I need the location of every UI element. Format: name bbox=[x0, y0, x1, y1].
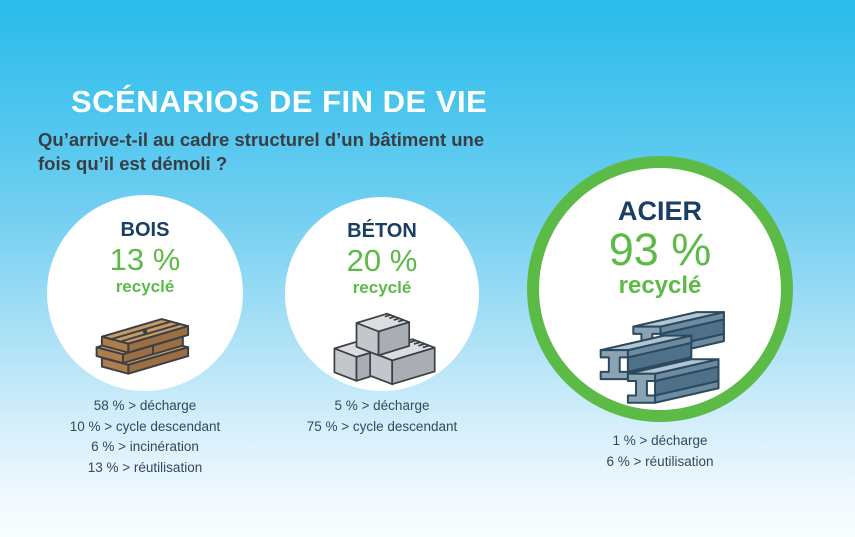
breakdown-line: 58 % > décharge bbox=[93, 398, 197, 413]
page-subtitle: Qu’arrive-t-il au cadre structurel d’un … bbox=[38, 128, 484, 176]
breakdown-line: 6 % > réutilisation bbox=[606, 453, 714, 469]
material-recycled-label: recyclé bbox=[115, 277, 175, 296]
breakdown-bois: 58 % > décharge 10 % > cycle descendant … bbox=[25, 396, 265, 478]
breakdown-line: 13 % > réutilisation bbox=[87, 459, 203, 475]
breakdown-line: 6 % > incinération bbox=[91, 439, 199, 454]
material-card-beton: BÉTON 20 % recyclé bbox=[285, 197, 479, 391]
material-recycled-percent: 13 % bbox=[109, 242, 181, 277]
material-recycled-label: recyclé bbox=[352, 278, 412, 297]
subtitle-line-1: Qu’arrive-t-il au cadre structurel d’un … bbox=[38, 129, 485, 150]
breakdown-beton: 5 % > décharge 75 % > cycle descendant bbox=[262, 396, 502, 437]
page-title: SCÉNARIOS DE FIN DE VIE bbox=[71, 84, 488, 119]
breakdown-line: 1 % > décharge bbox=[612, 433, 708, 448]
breakdown-line: 75 % > cycle descendant bbox=[306, 418, 458, 434]
material-recycled-percent: 93 % bbox=[608, 224, 712, 275]
material-name: BÉTON bbox=[347, 220, 417, 242]
material-recycled-percent: 20 % bbox=[346, 243, 418, 278]
breakdown-line: 10 % > cycle descendant bbox=[69, 418, 221, 434]
material-name: BOIS bbox=[120, 219, 170, 241]
wood-planks-icon bbox=[95, 318, 190, 375]
steel-beams-icon bbox=[599, 311, 725, 404]
breakdown-acier: 1 % > décharge 6 % > réutilisation bbox=[540, 431, 780, 472]
material-recycled-label: recyclé bbox=[618, 272, 702, 299]
concrete-blocks-icon bbox=[333, 312, 436, 386]
subtitle-line-2: fois qu’il est démoli ? bbox=[38, 153, 228, 174]
material-name: ACIER bbox=[617, 196, 702, 226]
breakdown-line: 5 % > décharge bbox=[334, 398, 430, 413]
material-card-acier: ACIER 93 % recyclé bbox=[527, 156, 793, 422]
material-card-bois: BOIS 13 % recyclé bbox=[47, 195, 243, 391]
